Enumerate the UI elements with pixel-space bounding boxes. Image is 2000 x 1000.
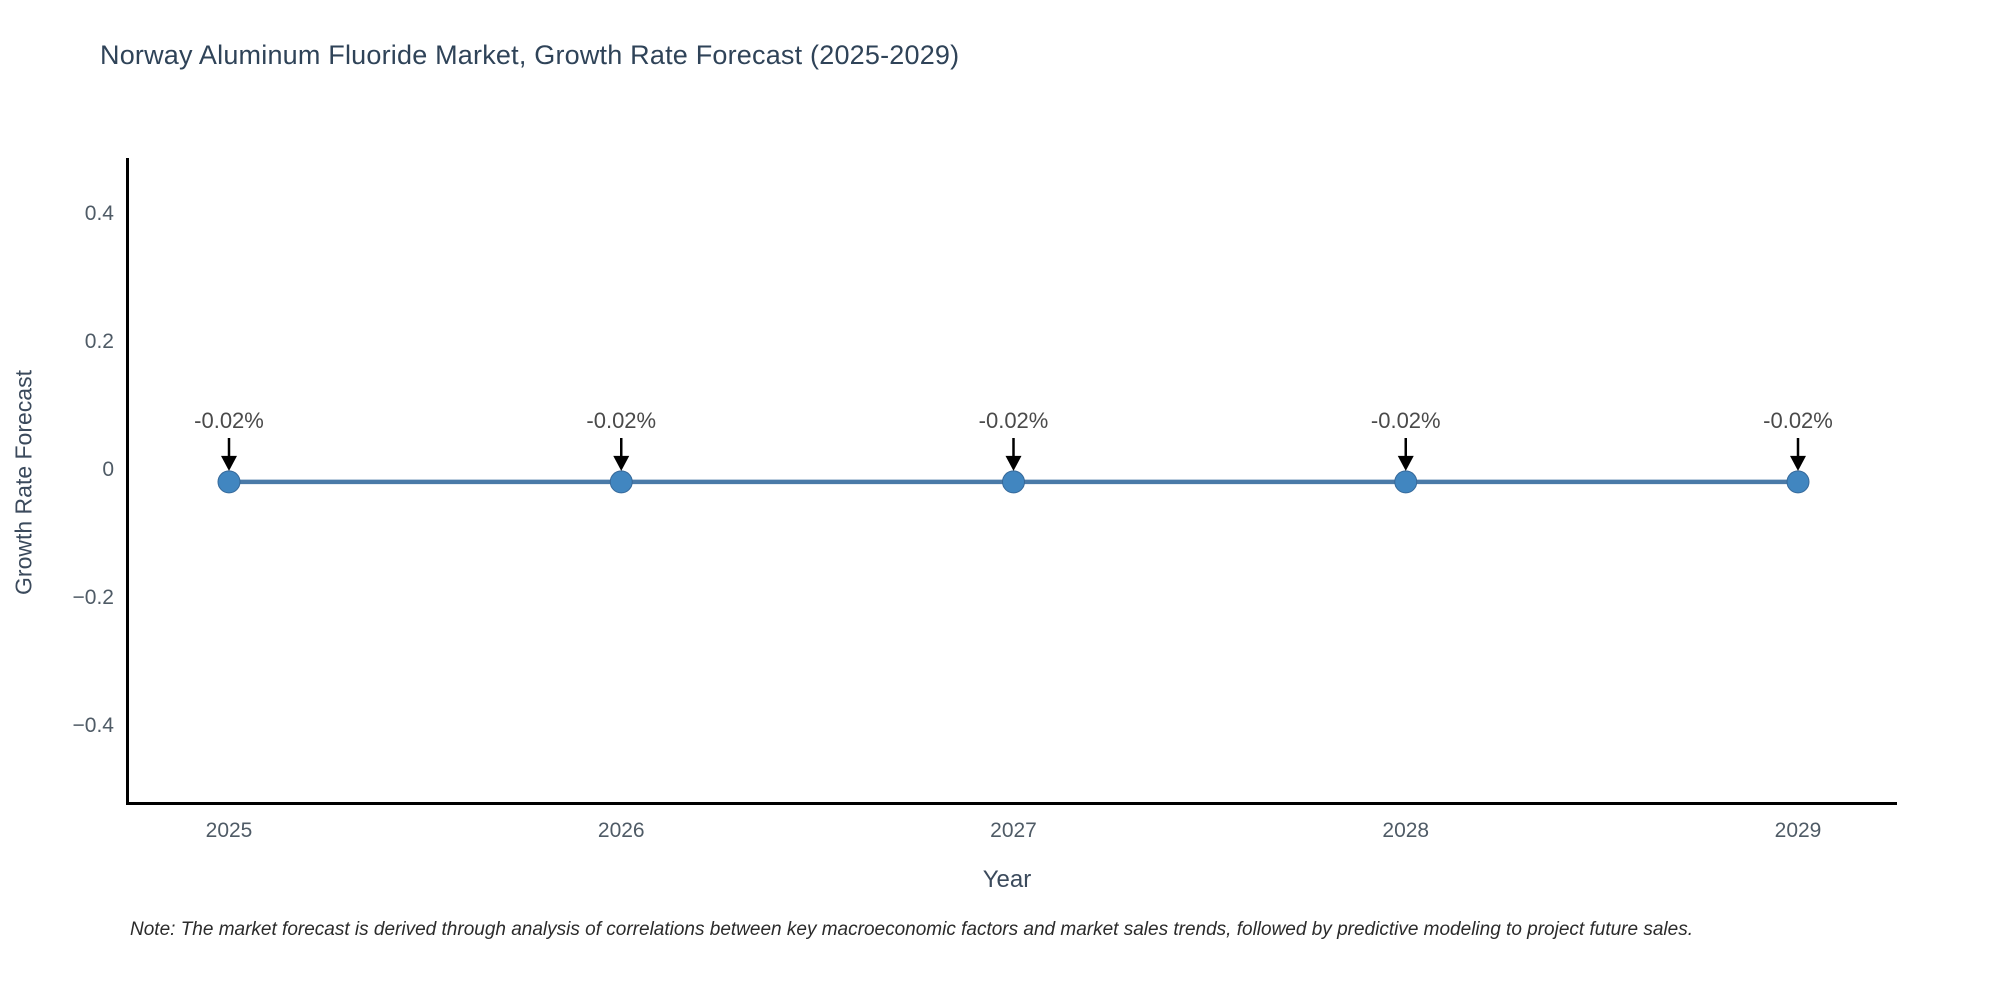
chart-title: Norway Aluminum Fluoride Market, Growth … xyxy=(100,40,960,70)
x-tick-label: 2029 xyxy=(1775,819,1822,842)
x-tick-label: 2028 xyxy=(1382,819,1429,842)
point-annotation: -0.02% xyxy=(1763,408,1833,471)
data-point xyxy=(609,470,633,494)
y-tick-label: 0 xyxy=(102,458,114,481)
point-annotation: -0.02% xyxy=(979,408,1049,471)
annotation-arrowhead-icon xyxy=(1005,455,1022,471)
y-tick-label: −0.4 xyxy=(73,714,115,737)
point-annotations: -0.02% -0.02% -0.02% -0.02% -0.02% xyxy=(194,408,1833,471)
x-tick-label: 2026 xyxy=(598,819,645,842)
point-value-label: -0.02% xyxy=(1371,408,1441,433)
y-tick-label: 0.2 xyxy=(85,330,114,353)
point-annotation: -0.02% xyxy=(1371,408,1441,471)
annotation-arrowhead-icon xyxy=(613,455,630,471)
x-axis-ticks: 2025 2026 2027 2028 2029 xyxy=(206,819,1822,842)
axes xyxy=(126,158,1897,805)
y-tick-label: −0.2 xyxy=(73,586,114,609)
y-tick-label: 0.4 xyxy=(85,202,115,225)
annotation-arrowhead-icon xyxy=(221,455,237,471)
point-annotation: -0.02% xyxy=(194,408,264,471)
point-value-label: -0.02% xyxy=(586,408,656,433)
data-point xyxy=(1394,470,1418,494)
data-points xyxy=(217,470,1810,494)
data-point xyxy=(1002,470,1025,494)
annotation-arrowhead-icon xyxy=(1397,455,1414,471)
x-tick-label: 2027 xyxy=(990,819,1037,842)
point-annotation: -0.02% xyxy=(586,408,656,471)
data-point xyxy=(1786,470,1810,494)
y-axis-ticks: 0.4 0.2 0 −0.2 −0.4 xyxy=(73,202,115,737)
annotation-arrowhead-icon xyxy=(1790,455,1806,471)
x-axis-title: Year xyxy=(982,866,1032,893)
point-value-label: -0.02% xyxy=(194,408,264,433)
data-point xyxy=(217,470,241,494)
point-value-label: -0.02% xyxy=(1763,408,1833,433)
point-value-label: -0.02% xyxy=(979,408,1049,433)
chart-note: Note: The market forecast is derived thr… xyxy=(130,919,1693,940)
x-tick-label: 2025 xyxy=(206,819,253,842)
